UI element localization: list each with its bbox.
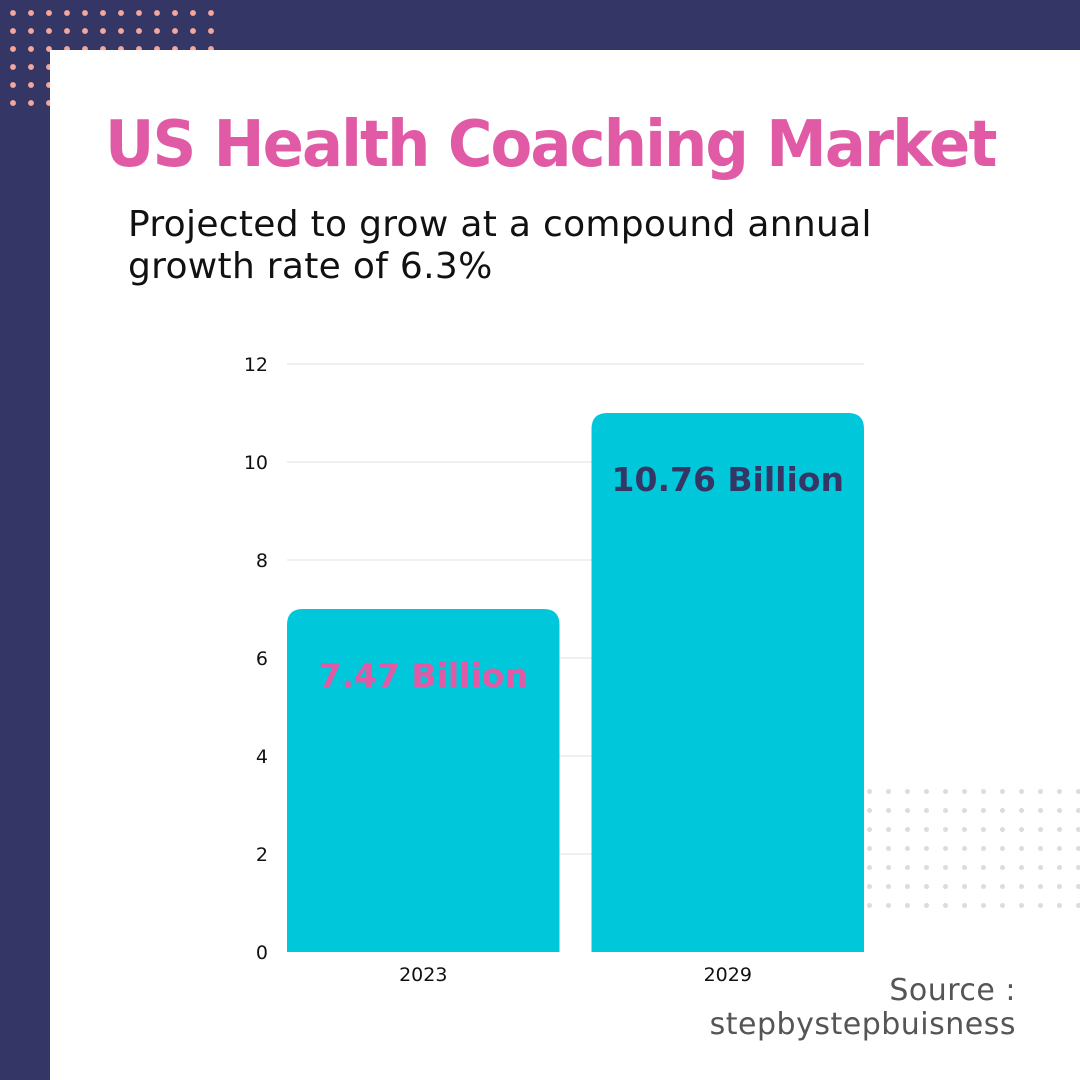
source-name: stepbystepbuisness xyxy=(709,1007,1016,1042)
bar-2023 xyxy=(287,609,560,952)
y-tick-label: 4 xyxy=(256,746,268,768)
decorative-dots-right xyxy=(860,782,1080,912)
source-label: Source : xyxy=(889,973,1016,1008)
y-tick-label: 10 xyxy=(244,452,268,474)
chart-subtitle: Projected to grow at a compound annual g… xyxy=(128,204,872,287)
y-tick-label: 12 xyxy=(244,354,268,376)
y-tick-label: 0 xyxy=(256,942,268,964)
y-tick-label: 2 xyxy=(256,844,268,866)
chart-title: US Health Coaching Market xyxy=(105,108,997,182)
x-tick-label: 2029 xyxy=(704,964,752,986)
bar-2029 xyxy=(591,413,864,952)
source-note: Source : stepbystepbuisness xyxy=(710,974,1016,1042)
y-tick-label: 8 xyxy=(256,550,268,572)
y-tick-label: 6 xyxy=(256,648,268,670)
x-tick-label: 2023 xyxy=(399,964,447,986)
data-label: 10.76 Billion xyxy=(612,460,844,499)
data-label: 7.47 Billion xyxy=(319,656,528,695)
